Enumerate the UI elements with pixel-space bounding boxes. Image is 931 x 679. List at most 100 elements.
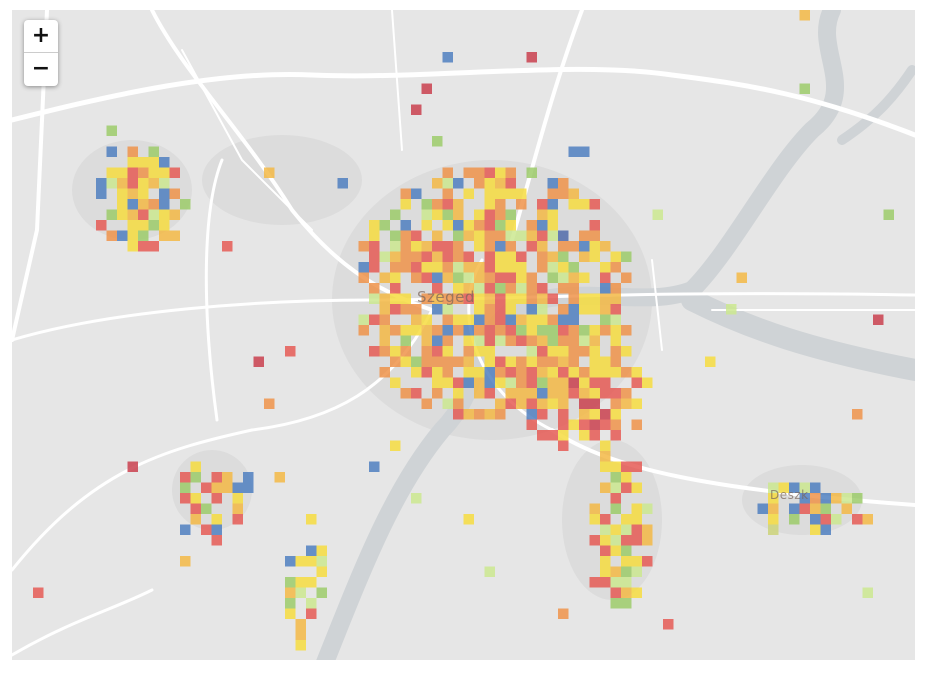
heatmap-cell	[600, 272, 611, 283]
heatmap-cell	[516, 398, 527, 409]
heatmap-cell	[579, 241, 590, 252]
map-canvas[interactable]: Szeged Deszk	[12, 10, 915, 660]
heatmap-cell	[610, 251, 621, 262]
heatmap-cell	[411, 388, 422, 399]
heatmap-cell	[526, 52, 537, 63]
heatmap-cell	[369, 293, 380, 304]
heatmap-cell	[505, 178, 516, 189]
heatmap-cell	[537, 398, 548, 409]
heatmap-cell	[400, 262, 411, 273]
heatmap-cell	[516, 262, 527, 273]
heatmap-cell	[505, 304, 516, 315]
heatmap-cell	[579, 409, 590, 420]
heatmap-cell	[432, 293, 443, 304]
heatmap-cell	[537, 367, 548, 378]
heatmap-cell	[537, 335, 548, 346]
heatmap-cell	[516, 377, 527, 388]
heatmap-cell	[547, 398, 558, 409]
heatmap-cell	[127, 209, 138, 220]
heatmap-cell	[222, 482, 233, 493]
heatmap-cell	[810, 514, 821, 525]
heatmap-cell	[432, 304, 443, 315]
heatmap-cell	[138, 167, 149, 178]
heatmap-cell	[306, 608, 317, 619]
heatmap-cell	[621, 398, 632, 409]
heatmap-cell	[547, 367, 558, 378]
heatmap-cell	[390, 272, 401, 283]
heatmap-cell	[411, 188, 422, 199]
heatmap-cell	[453, 356, 464, 367]
heatmap-cell	[526, 377, 537, 388]
heatmap-cell	[495, 409, 506, 420]
heatmap-cell	[306, 598, 317, 609]
heatmap-cell	[799, 482, 810, 493]
heatmap-cell	[505, 356, 516, 367]
heatmap-cell	[432, 346, 443, 357]
heatmap-cell	[453, 272, 464, 283]
heatmap-cell	[547, 356, 558, 367]
heatmap-cell	[631, 419, 642, 430]
heatmap-cell	[579, 304, 590, 315]
heatmap-cell	[558, 188, 569, 199]
heatmap-cell	[390, 230, 401, 241]
heatmap-cell	[106, 167, 117, 178]
heatmap-cell	[495, 325, 506, 336]
heatmap-cell	[883, 209, 894, 220]
heatmap-cell	[547, 272, 558, 283]
heatmap-cell	[516, 356, 527, 367]
heatmap-cell	[789, 514, 800, 525]
heatmap-cell	[463, 335, 474, 346]
heatmap-cell	[610, 545, 621, 556]
heatmap-cell	[568, 199, 579, 210]
heatmap-cell	[148, 178, 159, 189]
zoom-in-button[interactable]: +	[31, 23, 51, 48]
heatmap-cell	[463, 220, 474, 231]
heatmap-cell	[495, 293, 506, 304]
heatmap-cell	[442, 178, 453, 189]
heatmap-cell	[484, 377, 495, 388]
heatmap-cell	[505, 272, 516, 283]
heatmap-cell	[159, 209, 170, 220]
place-label-deszk: Deszk	[770, 488, 809, 502]
heatmap-cell	[621, 514, 632, 525]
heatmap-cell	[474, 314, 485, 325]
heatmap-cell	[495, 272, 506, 283]
heatmap-cell	[180, 199, 191, 210]
heatmap-cell	[484, 335, 495, 346]
heatmap-cell	[537, 262, 548, 273]
heatmap-cell	[453, 230, 464, 241]
heatmap-cell	[453, 209, 464, 220]
heatmap-cell	[421, 367, 432, 378]
heatmap-cell	[799, 83, 810, 94]
heatmap-cell	[631, 524, 642, 535]
heatmap-cell	[610, 472, 621, 483]
heatmap-cell	[295, 619, 306, 630]
heatmap-cell	[453, 314, 464, 325]
heatmap-cell	[432, 325, 443, 336]
heatmap-cell	[568, 388, 579, 399]
zoom-out-button[interactable]: −	[24, 52, 58, 85]
heatmap-cell	[547, 209, 558, 220]
heatmap-cell	[484, 566, 495, 577]
heatmap-cell	[379, 325, 390, 336]
heatmap-cell	[159, 220, 170, 231]
heatmap-cell	[400, 388, 411, 399]
heatmap-cell	[201, 524, 212, 535]
heatmap-cell	[810, 524, 821, 535]
heatmap-cell	[568, 346, 579, 357]
heatmap-cell	[453, 251, 464, 262]
heatmap-cell	[148, 146, 159, 157]
heatmap-cell	[852, 409, 863, 420]
heatmap-cell	[495, 335, 506, 346]
heatmap-cell	[474, 167, 485, 178]
heatmap-cell	[369, 283, 380, 294]
heatmap-cell	[232, 493, 243, 504]
heatmap-cell	[579, 199, 590, 210]
heatmap-cell	[127, 220, 138, 231]
heatmap-cell	[484, 388, 495, 399]
heatmap-cell	[621, 577, 632, 588]
heatmap-cell	[621, 461, 632, 472]
heatmap-cell	[516, 314, 527, 325]
heatmap-cell	[495, 377, 506, 388]
heatmap-cell	[579, 377, 590, 388]
